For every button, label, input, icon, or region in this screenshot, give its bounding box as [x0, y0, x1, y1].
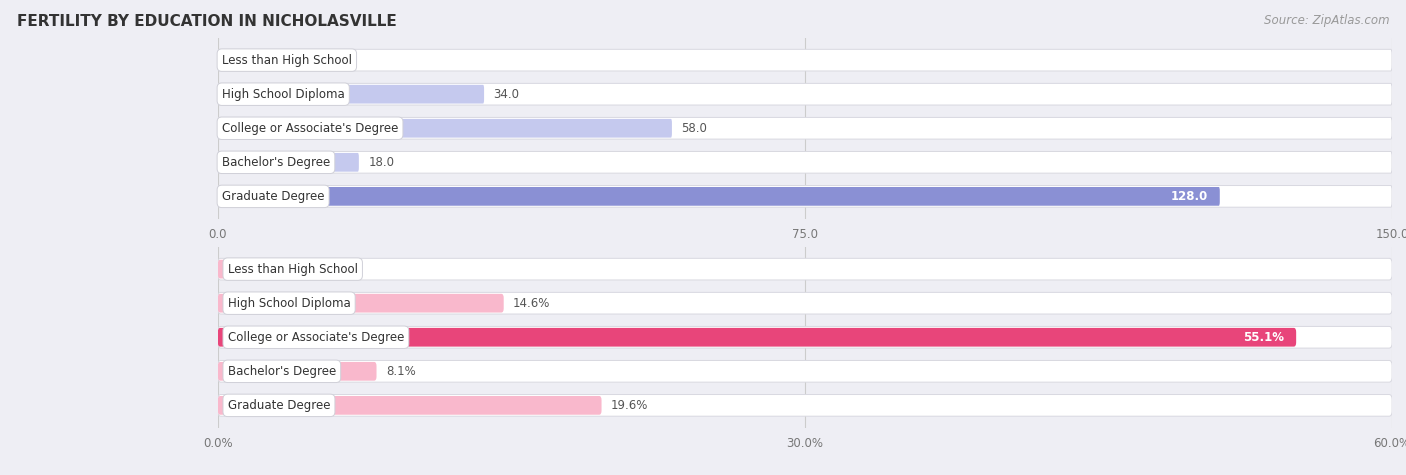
FancyBboxPatch shape	[218, 186, 1392, 207]
Text: 58.0: 58.0	[682, 122, 707, 135]
FancyBboxPatch shape	[218, 326, 1392, 348]
FancyBboxPatch shape	[218, 328, 1296, 347]
FancyBboxPatch shape	[218, 153, 359, 171]
Text: Less than High School: Less than High School	[228, 263, 357, 275]
Text: Bachelor's Degree: Bachelor's Degree	[222, 156, 330, 169]
Text: High School Diploma: High School Diploma	[228, 297, 350, 310]
Text: 34.0: 34.0	[494, 88, 519, 101]
Text: 55.1%: 55.1%	[1243, 331, 1284, 344]
FancyBboxPatch shape	[218, 117, 1392, 139]
Text: College or Associate's Degree: College or Associate's Degree	[228, 331, 404, 344]
FancyBboxPatch shape	[218, 119, 672, 138]
FancyBboxPatch shape	[218, 293, 1392, 314]
FancyBboxPatch shape	[218, 396, 602, 415]
FancyBboxPatch shape	[218, 361, 1392, 382]
Text: 128.0: 128.0	[1171, 190, 1208, 203]
Text: 2.5%: 2.5%	[276, 263, 307, 275]
Text: 18.0: 18.0	[368, 156, 394, 169]
Text: 14.6%: 14.6%	[513, 297, 550, 310]
FancyBboxPatch shape	[218, 187, 1220, 206]
Text: High School Diploma: High School Diploma	[222, 88, 344, 101]
Text: Source: ZipAtlas.com: Source: ZipAtlas.com	[1264, 14, 1389, 27]
Text: Less than High School: Less than High School	[222, 54, 352, 67]
FancyBboxPatch shape	[218, 49, 1392, 71]
Text: Graduate Degree: Graduate Degree	[222, 190, 325, 203]
FancyBboxPatch shape	[218, 395, 1392, 416]
FancyBboxPatch shape	[218, 85, 484, 104]
FancyBboxPatch shape	[218, 362, 377, 380]
Text: Bachelor's Degree: Bachelor's Degree	[228, 365, 336, 378]
Text: 19.6%: 19.6%	[610, 399, 648, 412]
FancyBboxPatch shape	[218, 51, 264, 69]
FancyBboxPatch shape	[218, 258, 1392, 280]
FancyBboxPatch shape	[218, 152, 1392, 173]
Text: Graduate Degree: Graduate Degree	[228, 399, 330, 412]
FancyBboxPatch shape	[218, 294, 503, 313]
FancyBboxPatch shape	[218, 260, 267, 278]
Text: College or Associate's Degree: College or Associate's Degree	[222, 122, 398, 135]
Text: 6.0: 6.0	[274, 54, 292, 67]
Text: FERTILITY BY EDUCATION IN NICHOLASVILLE: FERTILITY BY EDUCATION IN NICHOLASVILLE	[17, 14, 396, 29]
Text: 8.1%: 8.1%	[385, 365, 416, 378]
FancyBboxPatch shape	[218, 84, 1392, 105]
